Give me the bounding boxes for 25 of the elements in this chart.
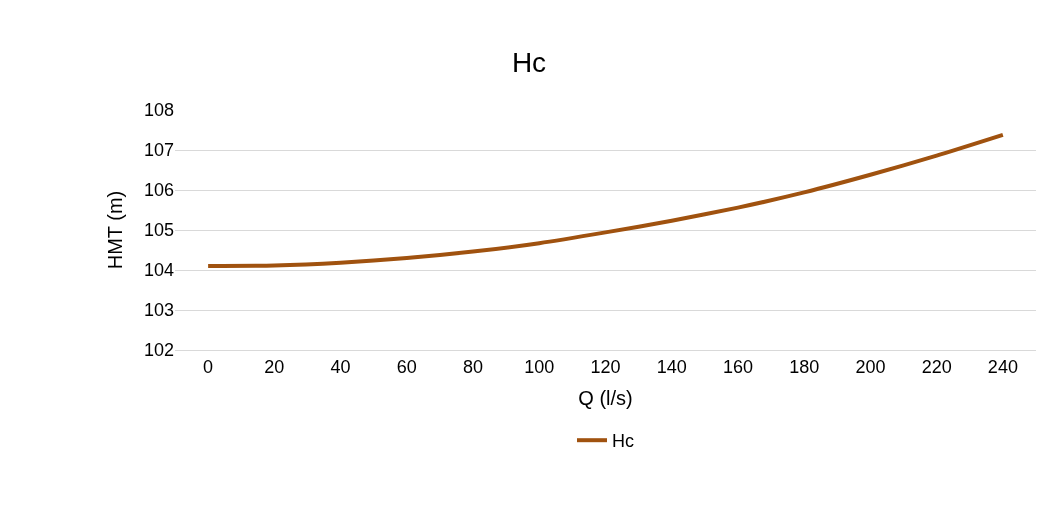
x-tick-label: 140 xyxy=(656,356,687,377)
x-tick-label: 200 xyxy=(855,356,886,377)
y-tick-label: 102 xyxy=(143,340,174,361)
x-tick-label: 0 xyxy=(203,356,214,377)
x-tick-label: 240 xyxy=(987,356,1018,377)
x-tick-label: 100 xyxy=(524,356,555,377)
x-tick-label: 20 xyxy=(264,356,285,377)
x-tick-label: 60 xyxy=(396,356,417,377)
legend-label: Hc xyxy=(612,431,634,452)
y-tick-label: 106 xyxy=(143,180,174,201)
x-tick-label: 160 xyxy=(722,356,753,377)
line-series xyxy=(206,132,1005,268)
y-tick-label: 107 xyxy=(143,140,174,161)
y-tick-label: 108 xyxy=(143,100,174,121)
y-tick-label: 105 xyxy=(143,220,174,241)
x-axis-title: Q (l/s) xyxy=(578,387,633,410)
x-tick-label: 220 xyxy=(921,356,952,377)
y-tick-label: 104 xyxy=(143,260,174,281)
y-axis-title: HMT (m) xyxy=(104,190,127,270)
chart-title: Hc xyxy=(511,46,547,78)
y-tick-label: 103 xyxy=(143,300,174,321)
x-tick-label: 180 xyxy=(789,356,820,377)
x-tick-label: 40 xyxy=(330,356,351,377)
x-tick-label: 120 xyxy=(590,356,621,377)
x-tick-label: 80 xyxy=(463,356,484,377)
